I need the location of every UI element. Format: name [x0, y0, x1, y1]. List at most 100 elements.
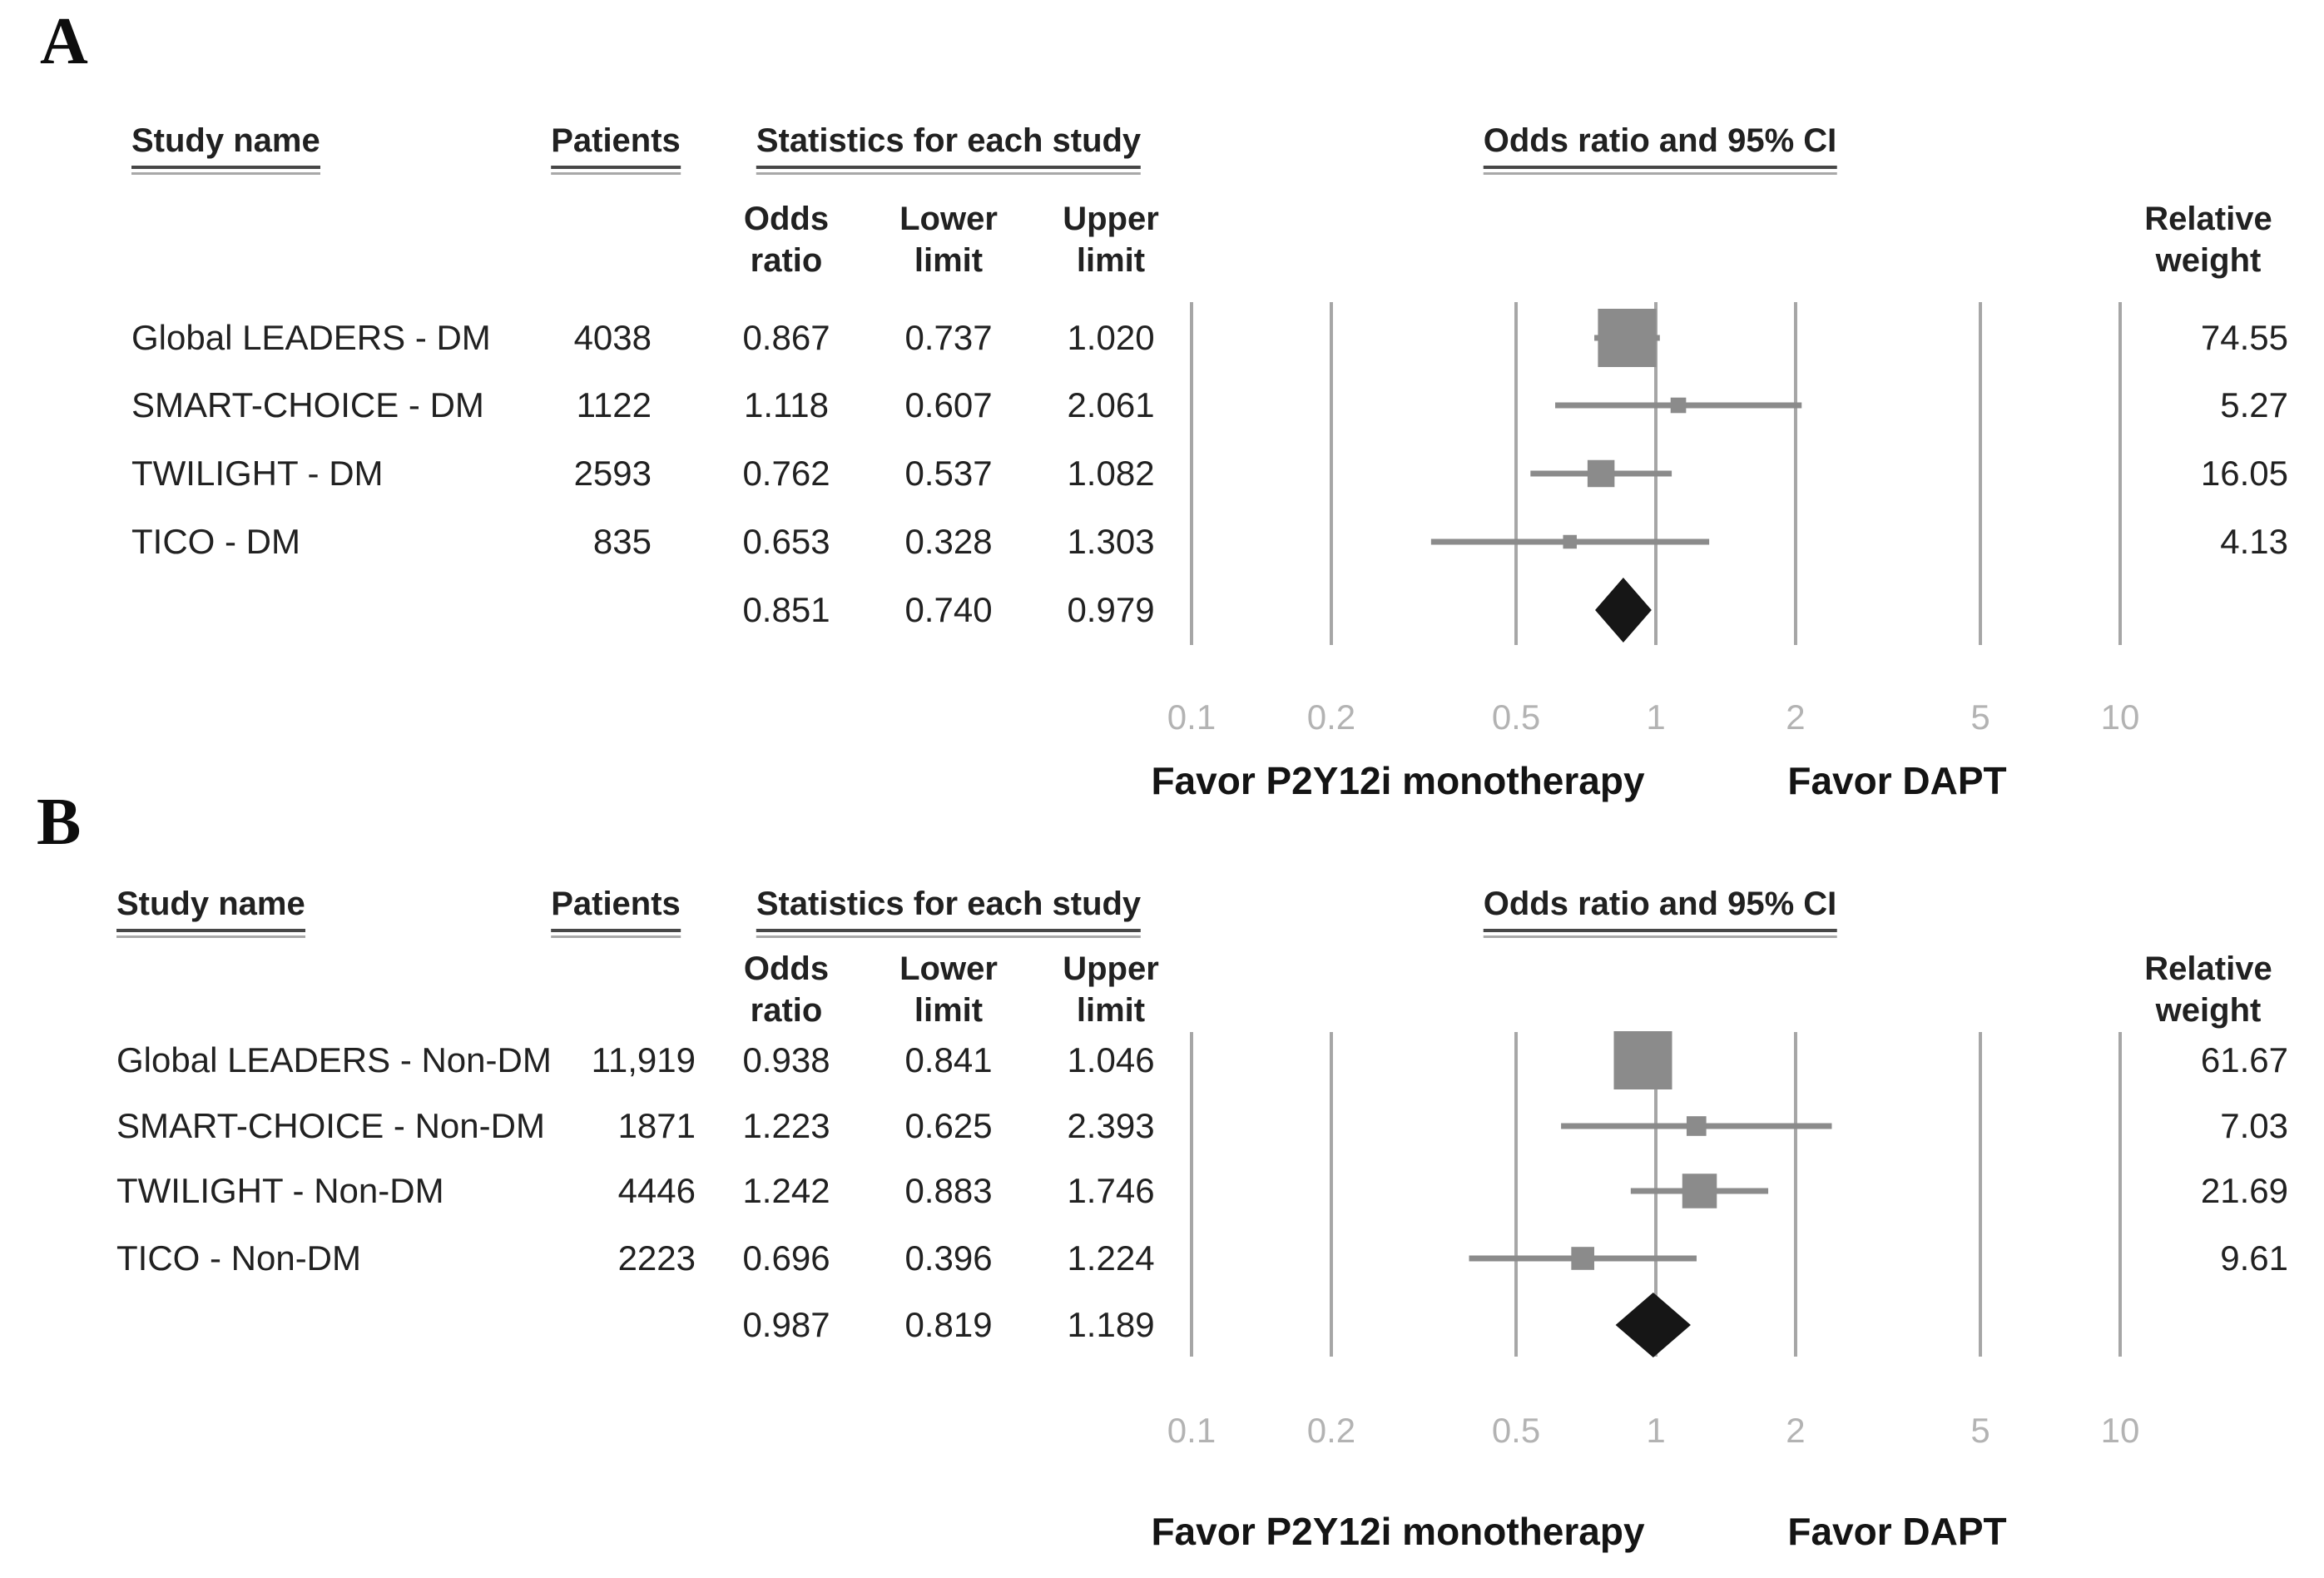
odds-ratio-square	[1587, 459, 1615, 488]
odds-ratio-value: 0.762	[742, 454, 830, 493]
subheader-odds-line1: Odds	[743, 201, 830, 237]
upper-limit-value: 1.046	[1067, 1040, 1155, 1079]
column-group-header-statistics: Statistics for each study	[756, 122, 1142, 169]
axis-tick-label: 0.1	[1167, 1411, 1217, 1450]
summary-diamond	[1595, 578, 1652, 643]
subheader-upper-line1: Upper	[1063, 201, 1159, 237]
relative-weight-value: 74.55	[2200, 318, 2288, 357]
lower-limit-value: 0.396	[904, 1238, 993, 1278]
odds-ratio-square	[1598, 309, 1657, 367]
subheader-odds-line1: Odds	[743, 950, 830, 987]
favor-right-label: Favor DAPT	[1787, 759, 2007, 802]
subheader-odds-ratio: Odds ratio	[744, 198, 829, 281]
odds-ratio-square	[1571, 1247, 1594, 1270]
summary-lower-limit-value: 0.740	[904, 590, 993, 629]
relative-weight-value: 21.69	[2200, 1171, 2288, 1210]
panel-b-label: B	[37, 786, 82, 859]
lower-limit-value: 0.625	[904, 1106, 993, 1145]
relative-weight-value: 7.03	[2220, 1106, 2288, 1145]
axis-tick-label: 0.5	[1491, 697, 1541, 737]
study-name: TICO - Non-DM	[116, 1238, 361, 1278]
subheader-lower-line1: Lower	[899, 201, 998, 237]
study-name: SMART-CHOICE - DM	[131, 385, 484, 424]
odds-ratio-value: 0.653	[742, 522, 830, 561]
axis-tick-label: 10	[2100, 1411, 2140, 1450]
subheader-odds-ratio: Odds ratio	[744, 948, 829, 1031]
summary-lower-limit-value: 0.819	[904, 1305, 993, 1344]
subheader-upper-line1: Upper	[1063, 950, 1159, 987]
patients-value: 835	[592, 522, 652, 561]
axis-tick-label: 2	[1786, 1411, 1806, 1450]
subheader-lower-line2: limit	[914, 242, 984, 279]
odds-ratio-square	[1563, 534, 1577, 549]
lower-limit-value: 0.537	[904, 454, 993, 493]
subheader-weight-line2: weight	[2155, 992, 2262, 1029]
study-name: TICO - DM	[131, 522, 300, 561]
subheader-weight-line1: Relative	[2144, 950, 2272, 987]
patients-value: 4446	[617, 1171, 696, 1210]
odds-ratio-value: 1.242	[742, 1171, 830, 1210]
column-header-patients: Patients	[551, 886, 681, 932]
upper-limit-value: 1.020	[1067, 318, 1155, 357]
subheader-odds-line2: ratio	[750, 992, 823, 1029]
relative-weight-value: 61.67	[2200, 1040, 2288, 1079]
column-group-header-odds-ratio-ci: Odds ratio and 95% CI	[1483, 122, 1837, 169]
upper-limit-value: 1.224	[1067, 1238, 1155, 1278]
study-name: Global LEADERS - DM	[131, 318, 491, 357]
odds-ratio-square	[1613, 1031, 1672, 1089]
axis-tick-label: 0.5	[1491, 1411, 1541, 1450]
summary-odds-ratio-value: 0.851	[742, 590, 830, 629]
patients-value: 1122	[576, 385, 652, 424]
upper-limit-value: 1.746	[1067, 1171, 1155, 1210]
axis-tick-label: 0.1	[1167, 697, 1217, 737]
axis-tick-label: 1	[1646, 697, 1666, 737]
relative-weight-value: 16.05	[2200, 454, 2288, 493]
axis-tick-label: 2	[1786, 697, 1806, 737]
odds-ratio-value: 0.867	[742, 318, 830, 357]
upper-limit-value: 2.393	[1067, 1106, 1155, 1145]
subheader-relative-weight: Relative weight	[2144, 198, 2272, 281]
favor-left-label: Favor P2Y12i monotherapy	[1151, 759, 1645, 802]
axis-tick-label: 5	[1970, 1411, 1990, 1450]
odds-ratio-value: 0.696	[742, 1238, 830, 1278]
patients-value: 4038	[573, 318, 652, 357]
subheader-lower-line1: Lower	[899, 950, 998, 987]
patients-value: 2223	[617, 1238, 696, 1278]
summary-diamond	[1615, 1293, 1691, 1357]
subheader-lower-line2: limit	[914, 992, 984, 1029]
study-name: Global LEADERS - Non-DM	[116, 1040, 552, 1079]
subheader-lower-limit: Lower limit	[899, 198, 998, 281]
odds-ratio-square	[1682, 1174, 1717, 1208]
axis-tick-label: 0.2	[1306, 1411, 1356, 1450]
relative-weight-value: 5.27	[2220, 385, 2288, 424]
patients-value: 2593	[573, 454, 652, 493]
odds-ratio-square	[1686, 1116, 1707, 1136]
subheader-weight-line1: Relative	[2144, 201, 2272, 237]
favor-left-label: Favor P2Y12i monotherapy	[1151, 1510, 1645, 1553]
axis-tick-label: 1	[1646, 1411, 1666, 1450]
upper-limit-value: 2.061	[1067, 385, 1155, 424]
column-group-header-odds-ratio-ci: Odds ratio and 95% CI	[1483, 886, 1837, 932]
summary-upper-limit-value: 1.189	[1067, 1305, 1155, 1344]
favor-right-label: Favor DAPT	[1787, 1510, 2007, 1553]
subheader-upper-limit: Upper limit	[1063, 198, 1159, 281]
lower-limit-value: 0.737	[904, 318, 993, 357]
column-header-study-name: Study name	[131, 122, 320, 169]
odds-ratio-value: 0.938	[742, 1040, 830, 1079]
lower-limit-value: 0.883	[904, 1171, 993, 1210]
relative-weight-value: 9.61	[2220, 1238, 2288, 1278]
relative-weight-value: 4.13	[2220, 522, 2288, 561]
study-name: TWILIGHT - DM	[131, 454, 384, 493]
panel-a-label: A	[40, 5, 88, 78]
subheader-weight-line2: weight	[2155, 242, 2262, 279]
lower-limit-value: 0.328	[904, 522, 993, 561]
axis-tick-label: 10	[2100, 697, 2140, 737]
subheader-odds-line2: ratio	[750, 242, 823, 279]
axis-tick-label: 5	[1970, 697, 1990, 737]
axis-tick-label: 0.2	[1306, 697, 1356, 737]
subheader-upper-line2: limit	[1076, 992, 1146, 1029]
patients-value: 11,919	[591, 1040, 696, 1079]
summary-odds-ratio-value: 0.987	[742, 1305, 830, 1344]
